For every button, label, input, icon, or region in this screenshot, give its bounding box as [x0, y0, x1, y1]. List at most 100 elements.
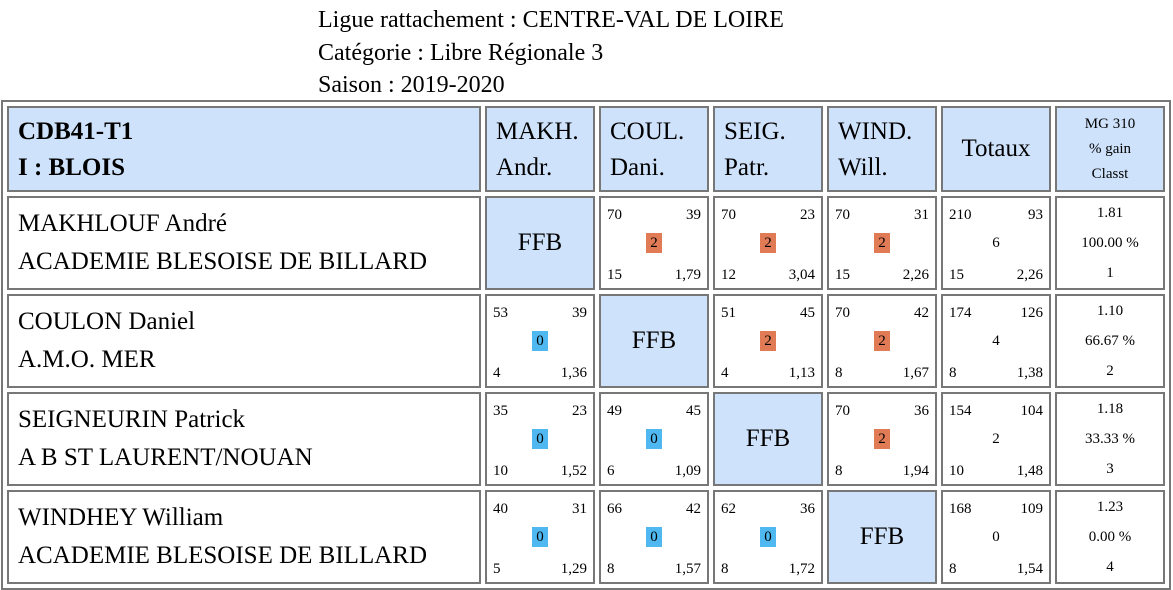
opponent-points: 23: [800, 207, 815, 223]
match-innings: 6: [607, 463, 615, 479]
column-header-firstname: Andr.: [496, 154, 553, 181]
match-innings: 4: [493, 365, 501, 381]
mg-label: MG 310: [1084, 115, 1136, 132]
match-average: 1,36: [560, 365, 587, 381]
match-innings: 8: [607, 561, 615, 577]
competition-header: Ligue rattachement : CENTRE-VAL DE LOIRE…: [318, 4, 784, 102]
opponent-points: 31: [914, 207, 929, 223]
gain-percent: 100.00 %: [1081, 235, 1139, 251]
gain-percent: 33.33 %: [1085, 431, 1135, 447]
win-badge: 2: [874, 331, 890, 351]
match-innings: 8: [835, 365, 843, 381]
best-series: 10: [949, 463, 964, 479]
player-club: A B ST LAURENT/NOUAN: [18, 444, 313, 471]
rank-value: 4: [1106, 559, 1114, 575]
match-average: 1,29: [560, 561, 587, 577]
match-points-made: 70: [835, 305, 850, 321]
match-cell: 62 36 0 8 1,72: [713, 490, 823, 584]
opponent-points: 42: [686, 501, 701, 517]
match-innings: 5: [493, 561, 501, 577]
ffb-cell: FFB: [827, 490, 937, 584]
total-match-points: 4: [992, 333, 1000, 349]
match-cell: 40 31 0 5 1,29: [485, 490, 595, 584]
total-average: 1,38: [1016, 365, 1043, 381]
club-code: CDB41-T1: [18, 118, 134, 145]
ffb-cell: FFB: [485, 196, 595, 290]
match-average: 3,04: [788, 267, 815, 283]
match-points-made: 70: [607, 207, 622, 223]
loss-badge: 0: [532, 527, 548, 547]
player-name: WINDHEY William: [18, 504, 224, 531]
opponent-points: 39: [686, 207, 701, 223]
column-header-firstname: Will.: [838, 154, 888, 181]
player-row: COULON Daniel A.M.O. MER 53 39 0 4 1,36 FFB 51 45…: [7, 294, 1165, 388]
player-cell: WINDHEY William ACADEMIE BLESOISE DE BILL…: [7, 490, 481, 584]
win-badge: 2: [760, 233, 776, 253]
match-cell: 53 39 0 4 1,36: [485, 294, 595, 388]
column-header-windhey: WIND. Will.: [827, 106, 937, 192]
player-cell: COULON Daniel A.M.O. MER: [7, 294, 481, 388]
opponent-points: 45: [800, 305, 815, 321]
opponent-points: 42: [914, 305, 929, 321]
gain-label: % gain: [1088, 140, 1132, 157]
match-average: 1,94: [902, 463, 929, 479]
match-innings: 8: [721, 561, 729, 577]
ffb-cell: FFB: [713, 392, 823, 486]
player-club: ACADEMIE BLESOISE DE BILLARD: [18, 248, 428, 275]
player-row: MAKHLOUF André ACADEMIE BLESOISE DE BILLA…: [7, 196, 1165, 290]
match-points-made: 51: [721, 305, 736, 321]
match-points-made: 49: [607, 403, 622, 419]
totals-cell: 168 109 0 8 1,54: [941, 490, 1051, 584]
match-cell: 70 42 2 8 1,67: [827, 294, 937, 388]
total-match-points: 6: [992, 235, 1000, 251]
mg-header: MG 310 % gain Classt: [1055, 106, 1165, 192]
total-points: 154: [949, 403, 972, 419]
total-points: 210: [949, 207, 972, 223]
match-points-made: 62: [721, 501, 736, 517]
totals-cell: 154 104 2 10 1,48: [941, 392, 1051, 486]
match-points-made: 35: [493, 403, 508, 419]
win-badge: 2: [646, 233, 662, 253]
opponent-points: 23: [572, 403, 587, 419]
column-header-surname: MAKH.: [496, 118, 579, 145]
match-cell: 66 42 0 8 1,57: [599, 490, 709, 584]
best-series: 15: [949, 267, 964, 283]
column-header-surname: COUL.: [610, 118, 685, 145]
player-cell: SEIGNEURIN Patrick A B ST LAURENT/NOUAN: [7, 392, 481, 486]
match-points-made: 66: [607, 501, 622, 517]
match-cell: 35 23 0 10 1,52: [485, 392, 595, 486]
total-opponent-points: 109: [1020, 501, 1044, 517]
best-series: 8: [949, 365, 957, 381]
match-points-made: 40: [493, 501, 508, 517]
match-average: 2,26: [902, 267, 929, 283]
loss-badge: 0: [532, 429, 548, 449]
player-name: COULON Daniel: [18, 308, 196, 335]
match-cell: 70 39 2 15 1,79: [599, 196, 709, 290]
column-header-seigneurin: SEIG. Patr.: [713, 106, 823, 192]
player-row: WINDHEY William ACADEMIE BLESOISE DE BILL…: [7, 490, 1165, 584]
match-average: 1,72: [788, 561, 815, 577]
match-cell: 70 31 2 15 2,26: [827, 196, 937, 290]
column-header-firstname: Patr.: [724, 154, 770, 181]
win-badge: 2: [874, 429, 890, 449]
opponent-points: 36: [914, 403, 929, 419]
loss-badge: 0: [532, 331, 548, 351]
mg-value: 1.23: [1096, 499, 1124, 515]
gain-percent: 66.67 %: [1085, 333, 1135, 349]
best-series: 8: [949, 561, 957, 577]
loss-badge: 0: [646, 527, 662, 547]
loss-badge: 0: [760, 527, 776, 547]
match-cell: 51 45 2 4 1,13: [713, 294, 823, 388]
column-header-firstname: Dani.: [610, 154, 665, 181]
categorie-line: Catégorie : Libre Régionale 3: [318, 39, 604, 66]
match-points-made: 53: [493, 305, 508, 321]
match-innings: 10: [493, 463, 508, 479]
match-cell: 49 45 0 6 1,09: [599, 392, 709, 486]
classt-label: Classt: [1091, 165, 1129, 182]
player-club: A.M.O. MER: [18, 346, 156, 373]
match-points-made: 70: [835, 207, 850, 223]
total-opponent-points: 126: [1020, 305, 1044, 321]
match-average: 1,67: [902, 365, 929, 381]
match-points-made: 70: [721, 207, 736, 223]
totals-cell: 174 126 4 8 1,38: [941, 294, 1051, 388]
